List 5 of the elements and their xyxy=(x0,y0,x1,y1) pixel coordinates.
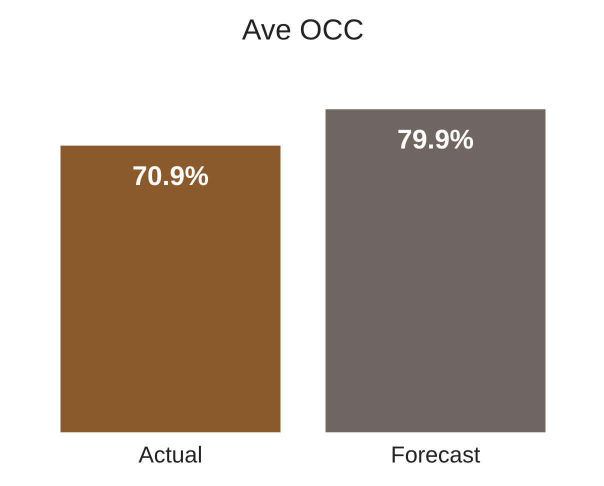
chart-title: Ave OCC xyxy=(242,14,364,46)
x-tick-label: Forecast xyxy=(390,442,481,468)
data-label: 70.9% xyxy=(132,161,209,192)
x-tick-label: Actual xyxy=(138,442,202,468)
data-label: 79.9% xyxy=(397,124,474,155)
